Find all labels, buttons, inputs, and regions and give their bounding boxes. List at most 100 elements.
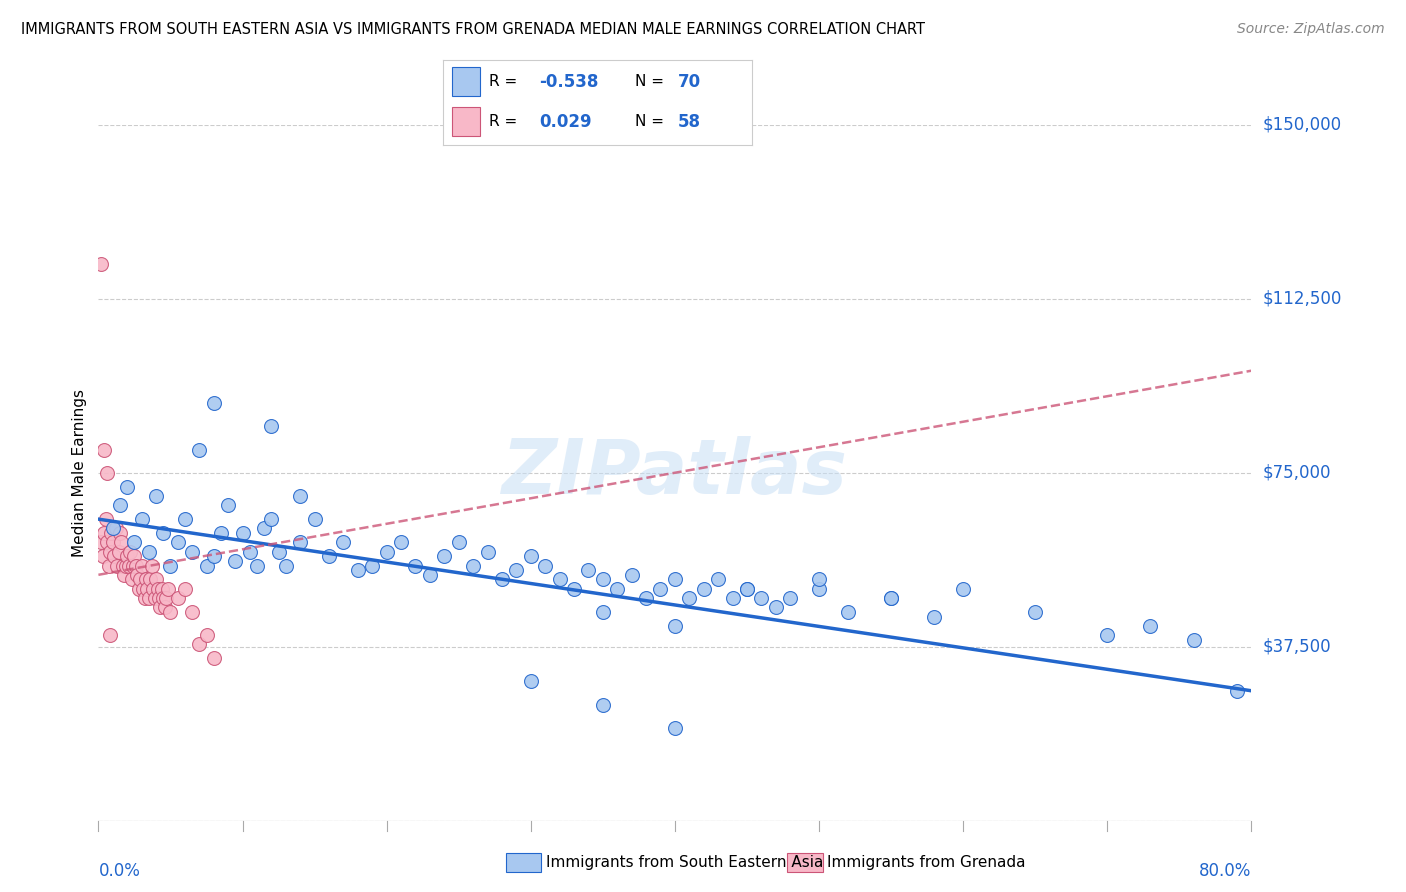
Text: IMMIGRANTS FROM SOUTH EASTERN ASIA VS IMMIGRANTS FROM GRENADA MEDIAN MALE EARNIN: IMMIGRANTS FROM SOUTH EASTERN ASIA VS IM… (21, 22, 925, 37)
Point (101, 521, 124, 535)
Point (650, 582, 672, 596)
Point (779, 591, 801, 605)
Point (592, 573, 614, 587)
Point (149, 600, 172, 615)
Point (142, 582, 165, 596)
Point (136, 582, 159, 596)
Point (166, 535, 188, 549)
Point (124, 535, 146, 549)
Point (138, 544, 160, 558)
Point (108, 498, 131, 512)
Point (120, 544, 142, 558)
Point (807, 582, 830, 596)
Point (253, 521, 276, 535)
Bar (453, 107, 479, 136)
Point (139, 573, 162, 587)
Point (664, 573, 686, 587)
Point (735, 582, 758, 596)
Point (101, 535, 124, 549)
Point (166, 591, 188, 605)
Point (202, 651, 225, 665)
Point (153, 600, 176, 615)
Point (1182, 632, 1205, 647)
Point (332, 535, 354, 549)
Point (98, 628, 121, 642)
Point (118, 558, 141, 573)
Point (433, 549, 456, 564)
Text: 70: 70 (678, 73, 702, 91)
Point (91, 549, 114, 564)
Point (132, 582, 155, 596)
Text: Source: ZipAtlas.com: Source: ZipAtlas.com (1237, 22, 1385, 37)
Point (145, 573, 167, 587)
Point (121, 573, 143, 587)
Point (620, 567, 643, 582)
Point (146, 582, 169, 596)
Point (520, 549, 543, 564)
Point (880, 591, 903, 605)
Point (290, 489, 312, 503)
Point (129, 573, 152, 587)
Text: 80.0%: 80.0% (1199, 863, 1251, 880)
Text: Immigrants from South Eastern Asia: Immigrants from South Eastern Asia (546, 855, 823, 870)
Text: ZIPatlas: ZIPatlas (502, 436, 848, 509)
Point (267, 544, 290, 558)
Point (128, 582, 150, 596)
Bar (453, 68, 479, 96)
Text: 58: 58 (678, 112, 702, 130)
Point (93, 442, 115, 457)
Point (97, 558, 120, 573)
Point (231, 526, 254, 541)
Point (239, 544, 262, 558)
Point (174, 512, 197, 526)
Point (148, 591, 170, 605)
Point (678, 591, 700, 605)
Point (274, 558, 297, 573)
Point (156, 582, 179, 596)
Point (202, 396, 225, 410)
Point (461, 558, 484, 573)
Text: Immigrants from Grenada: Immigrants from Grenada (827, 855, 1025, 870)
Point (107, 544, 129, 558)
Point (1024, 605, 1046, 619)
Point (104, 521, 127, 535)
Text: R =: R = (489, 114, 517, 129)
Y-axis label: Median Male Earnings: Median Male Earnings (72, 389, 87, 557)
Point (90, 535, 112, 549)
Point (150, 582, 173, 596)
Point (98, 544, 121, 558)
Point (131, 558, 153, 573)
Point (125, 558, 148, 573)
Point (664, 619, 686, 633)
Point (534, 558, 557, 573)
Point (111, 558, 134, 573)
Point (143, 591, 166, 605)
Point (159, 605, 181, 619)
Point (127, 567, 149, 582)
Point (1139, 619, 1161, 633)
Text: $37,500: $37,500 (1263, 638, 1331, 656)
Point (318, 549, 340, 564)
Point (707, 573, 730, 587)
Point (405, 558, 427, 573)
Point (636, 591, 658, 605)
Point (134, 591, 156, 605)
Point (90, 257, 112, 271)
Point (477, 544, 499, 558)
Point (606, 582, 628, 596)
Point (122, 558, 145, 573)
Point (195, 628, 218, 642)
Point (135, 573, 157, 587)
Point (108, 526, 131, 541)
Text: N =: N = (634, 74, 664, 89)
Point (548, 573, 571, 587)
Point (592, 698, 614, 712)
Point (138, 591, 160, 605)
Point (361, 558, 384, 573)
Text: $150,000: $150,000 (1263, 116, 1341, 134)
Point (117, 480, 138, 494)
Point (174, 582, 197, 596)
Point (181, 605, 204, 619)
Point (224, 554, 246, 568)
Point (1097, 628, 1119, 642)
